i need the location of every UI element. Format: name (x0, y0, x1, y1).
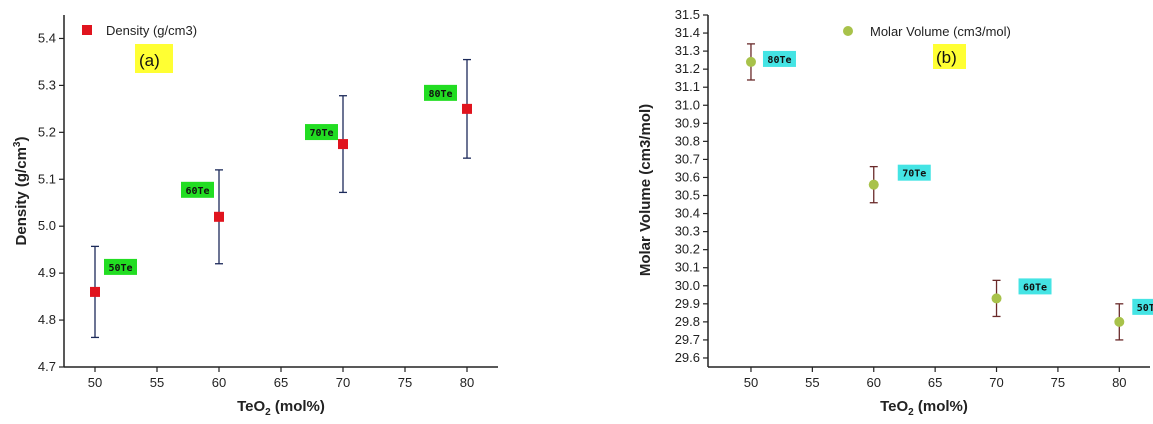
data-point (991, 293, 1002, 304)
x-title-sub: 2 (265, 407, 271, 418)
point-label: 60Te (185, 186, 209, 197)
molar-volume-legend: Molar Volume (cm3/mol) (843, 24, 1011, 39)
y-tick-label: 5.0 (38, 218, 56, 233)
point-label-box (424, 84, 457, 101)
y-tick-label: 29.9 (675, 296, 700, 311)
density-marks: 50 55 60 65 70 75 80 4.7 4.8 4.9 5.0 5.1 5.2 5.3 5.4 50… (38, 15, 498, 390)
data-point (338, 139, 348, 150)
y-tick-label: 4.8 (38, 312, 56, 327)
point-label-box (1132, 298, 1153, 315)
x-tick-label: 75 (1051, 375, 1065, 390)
point-label: 50Te (1137, 303, 1153, 314)
x-tick-label: 60 (867, 375, 881, 390)
y-tick-label: 4.9 (38, 265, 56, 280)
point-label: 80Te (767, 55, 791, 66)
x-title-main: TeO (237, 398, 265, 415)
x-tick-label: 55 (150, 375, 164, 390)
data-point (462, 103, 472, 114)
point-label: 80Te (428, 89, 452, 100)
data-point (214, 211, 224, 222)
y-tick-label: 31.2 (675, 61, 700, 76)
point-label: 60Te (1023, 282, 1047, 293)
point-label-box (305, 124, 338, 141)
y-tick-label: 31.1 (675, 79, 700, 94)
x-tick-label: 50 (88, 375, 102, 390)
y-tick-label: 29.6 (675, 350, 700, 365)
y-tick-label: 30.6 (675, 169, 700, 184)
molar-volume-x-axis-title: TeO2 (mol%) (880, 398, 968, 418)
point-label-box (104, 258, 137, 275)
density-legend-marker (82, 25, 92, 35)
data-point (1114, 316, 1125, 327)
density-panel: 50 55 60 65 70 75 80 4.7 4.8 4.9 5.0 5.1 5.2 5.3 5.4 50… (12, 15, 498, 418)
point-label-box (762, 50, 796, 67)
x-tick-label: 50 (744, 375, 758, 390)
y-tick-label: 31.3 (675, 43, 700, 58)
point-label-box (897, 164, 931, 181)
x-tick-label: 70 (989, 375, 1003, 390)
y-title-sup: 3 (12, 141, 23, 147)
data-point (868, 179, 879, 190)
y-tick-label: 5.3 (38, 77, 56, 92)
y-tick-label: 5.1 (38, 171, 56, 186)
y-tick-label: 30.1 (675, 260, 700, 275)
molar-volume-legend-label: Molar Volume (cm3/mol) (870, 24, 1011, 39)
y-title-main: Density (g/cm (13, 147, 30, 245)
x-tick-label: 80 (460, 375, 474, 390)
point-label-box (181, 181, 214, 198)
y-tick-label: 5.2 (38, 124, 56, 139)
data-point (745, 56, 756, 67)
y-tick-label: 30.8 (675, 133, 700, 148)
x-tick-label: 80 (1112, 375, 1126, 390)
x-tick-label: 55 (805, 375, 819, 390)
y-tick-label: 5.4 (38, 30, 56, 45)
panel-label-a-box (135, 44, 173, 73)
y-tick-label: 31.5 (675, 7, 700, 22)
molar-volume-marks: 50 55 60 65 70 75 80 29.6 29.7 29.8 29.9 30.0 30.1 30… (675, 7, 1153, 390)
density-x-axis-title: TeO2 (mol%) (237, 398, 325, 418)
y-tick-label: 29.8 (675, 314, 700, 329)
point-label: 70Te (309, 128, 333, 139)
panel-label-b: (b) (933, 44, 966, 69)
y-tick-label: 30.0 (675, 278, 700, 293)
y-tick-label: 30.5 (675, 188, 700, 203)
panel-label-b-text: (b) (936, 48, 957, 67)
y-tick-label: 31.4 (675, 25, 700, 40)
y-title-rest: ) (13, 137, 30, 142)
x-title-sub: 2 (908, 407, 914, 418)
panel-label-a: (a) (135, 44, 173, 73)
panel-label-b-box (933, 44, 966, 69)
x-tick-label: 65 (928, 375, 942, 390)
y-tick-label: 30.9 (675, 115, 700, 130)
y-title-main: Molar Volume (cm3/mol) (637, 104, 654, 276)
x-title-rest: (mol%) (914, 398, 968, 415)
x-title-main: TeO (880, 398, 908, 415)
x-tick-label: 65 (274, 375, 288, 390)
density-legend-label: Density (g/cm3) (106, 23, 197, 38)
density-legend: Density (g/cm3) (82, 23, 197, 38)
y-tick-label: 30.4 (675, 206, 700, 221)
point-label: 70Te (902, 169, 926, 180)
x-tick-label: 75 (398, 375, 412, 390)
density-y-axis-title: Density (g/cm3) (12, 137, 30, 246)
x-title-rest: (mol%) (271, 398, 325, 415)
point-label: 50Te (108, 263, 132, 274)
point-label-box (1018, 278, 1052, 295)
y-tick-label: 4.7 (38, 359, 56, 374)
molar-volume-legend-marker (843, 26, 853, 36)
molar-volume-y-axis-title: Molar Volume (cm3/mol) (637, 104, 654, 276)
y-tick-label: 29.7 (675, 332, 700, 347)
y-tick-label: 30.2 (675, 242, 700, 257)
y-tick-label: 30.3 (675, 224, 700, 239)
x-tick-label: 70 (336, 375, 350, 390)
y-tick-label: 30.7 (675, 151, 700, 166)
molar-volume-panel: 50 55 60 65 70 75 80 29.6 29.7 29.8 29.9 30.0 30.1 30… (637, 7, 1153, 418)
panel-label-a-text: (a) (139, 51, 160, 70)
data-point (90, 286, 100, 297)
y-tick-label: 31.0 (675, 97, 700, 112)
x-tick-label: 60 (212, 375, 226, 390)
